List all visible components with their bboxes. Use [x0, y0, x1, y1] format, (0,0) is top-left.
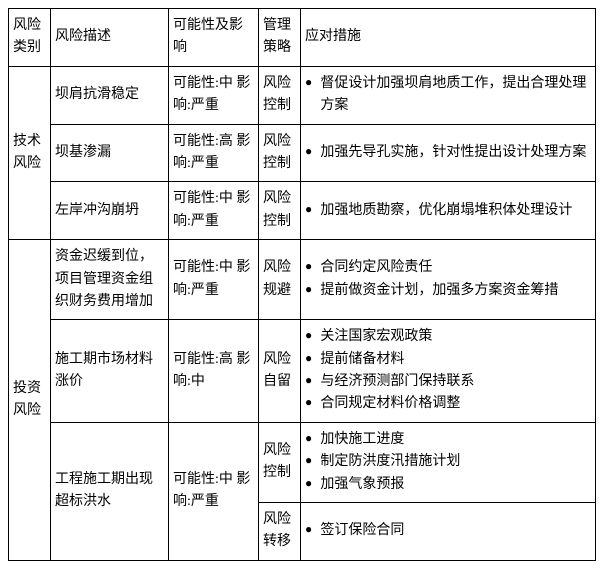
meas-cell: 加快施工进度 制定防洪度汛措施计划 加强气象预报 — [301, 422, 596, 502]
category-cell: 投资风险 — [9, 240, 51, 561]
measure-item: 提前做资金计划，加强多方案资金筹措 — [305, 280, 591, 302]
prob-cell: 可能性:高 影响:严重 — [169, 124, 259, 182]
measure-item: 加强先导孔实施，针对性提出设计处理方案 — [305, 142, 591, 164]
header-measures: 应对措施 — [301, 9, 596, 67]
table-row: 左岸冲沟崩坍 可能性:中 影响:严重 风险控制 加强地质勘察，优化崩塌堆积体处理… — [9, 182, 596, 240]
measure-item: 提前储备材料 — [305, 349, 591, 371]
header-probability: 可能性及影响 — [169, 9, 259, 67]
strat-cell: 风险控制 — [259, 182, 301, 240]
measure-item: 合同约定风险责任 — [305, 257, 591, 279]
category-cell: 技术风险 — [9, 66, 51, 239]
measure-item: 加强地质勘察，优化崩塌堆积体处理设计 — [305, 200, 591, 222]
desc-cell: 坝基渗漏 — [51, 124, 169, 182]
measure-item: 签订保险合同 — [305, 520, 591, 542]
header-description: 风险描述 — [51, 9, 169, 67]
measure-item: 督促设计加强坝肩地质工作，提出合理处理方案 — [305, 73, 591, 118]
table-row: 投资风险 资金迟缓到位，项目管理资金组织财务费用增加 可能性:中 影响:严重 风… — [9, 240, 596, 320]
meas-cell: 合同约定风险责任 提前做资金计划，加强多方案资金筹措 — [301, 240, 596, 320]
measure-item: 合同规定材料价格调整 — [305, 393, 591, 415]
meas-cell: 加强地质勘察，优化崩塌堆积体处理设计 — [301, 182, 596, 240]
strat-cell: 风险控制 — [259, 422, 301, 502]
table-row: 工程施工期出现超标洪水 可能性:中 影响:严重 风险控制 加快施工进度 制定防洪… — [9, 422, 596, 502]
prob-cell: 可能性:高 影 响:中 — [169, 320, 259, 423]
meas-cell: 关注国家宏观政策 提前储备材料 与经济预测部门保持联系 合同规定材料价格调整 — [301, 320, 596, 423]
meas-cell: 督促设计加强坝肩地质工作，提出合理处理方案 — [301, 66, 596, 124]
measure-item: 加快施工进度 — [305, 429, 591, 451]
table-row: 施工期市场材料涨价 可能性:高 影 响:中 风险自留 关注国家宏观政策 提前储备… — [9, 320, 596, 423]
meas-cell: 签订保险合同 — [301, 503, 596, 561]
desc-cell: 坝肩抗滑稳定 — [51, 66, 169, 124]
risk-table: 风险类别 风险描述 可能性及影响 管理策略 应对措施 技术风险 坝肩抗滑稳定 可… — [8, 8, 596, 561]
prob-cell: 可能性:中 影响:严重 — [169, 422, 259, 560]
strat-cell: 风险控制 — [259, 66, 301, 124]
table-row: 坝基渗漏 可能性:高 影响:严重 风险控制 加强先导孔实施，针对性提出设计处理方… — [9, 124, 596, 182]
desc-cell: 工程施工期出现超标洪水 — [51, 422, 169, 560]
table-header-row: 风险类别 风险描述 可能性及影响 管理策略 应对措施 — [9, 9, 596, 67]
header-strategy: 管理策略 — [259, 9, 301, 67]
measure-item: 制定防洪度汛措施计划 — [305, 451, 591, 473]
prob-cell: 可能性:中 影响:严重 — [169, 240, 259, 320]
strat-cell: 风险规避 — [259, 240, 301, 320]
measure-item: 关注国家宏观政策 — [305, 326, 591, 348]
strat-cell: 风险控制 — [259, 124, 301, 182]
table-row: 技术风险 坝肩抗滑稳定 可能性:中 影响:严重 风险控制 督促设计加强坝肩地质工… — [9, 66, 596, 124]
strat-cell: 风险转移 — [259, 503, 301, 561]
header-category: 风险类别 — [9, 9, 51, 67]
desc-cell: 施工期市场材料涨价 — [51, 320, 169, 423]
prob-cell: 可能性:中 影响:严重 — [169, 66, 259, 124]
desc-cell: 资金迟缓到位，项目管理资金组织财务费用增加 — [51, 240, 169, 320]
measure-item: 加强气象预报 — [305, 474, 591, 496]
strat-cell: 风险自留 — [259, 320, 301, 423]
prob-cell: 可能性:中 影响:严重 — [169, 182, 259, 240]
desc-cell: 左岸冲沟崩坍 — [51, 182, 169, 240]
measure-item: 与经济预测部门保持联系 — [305, 371, 591, 393]
meas-cell: 加强先导孔实施，针对性提出设计处理方案 — [301, 124, 596, 182]
